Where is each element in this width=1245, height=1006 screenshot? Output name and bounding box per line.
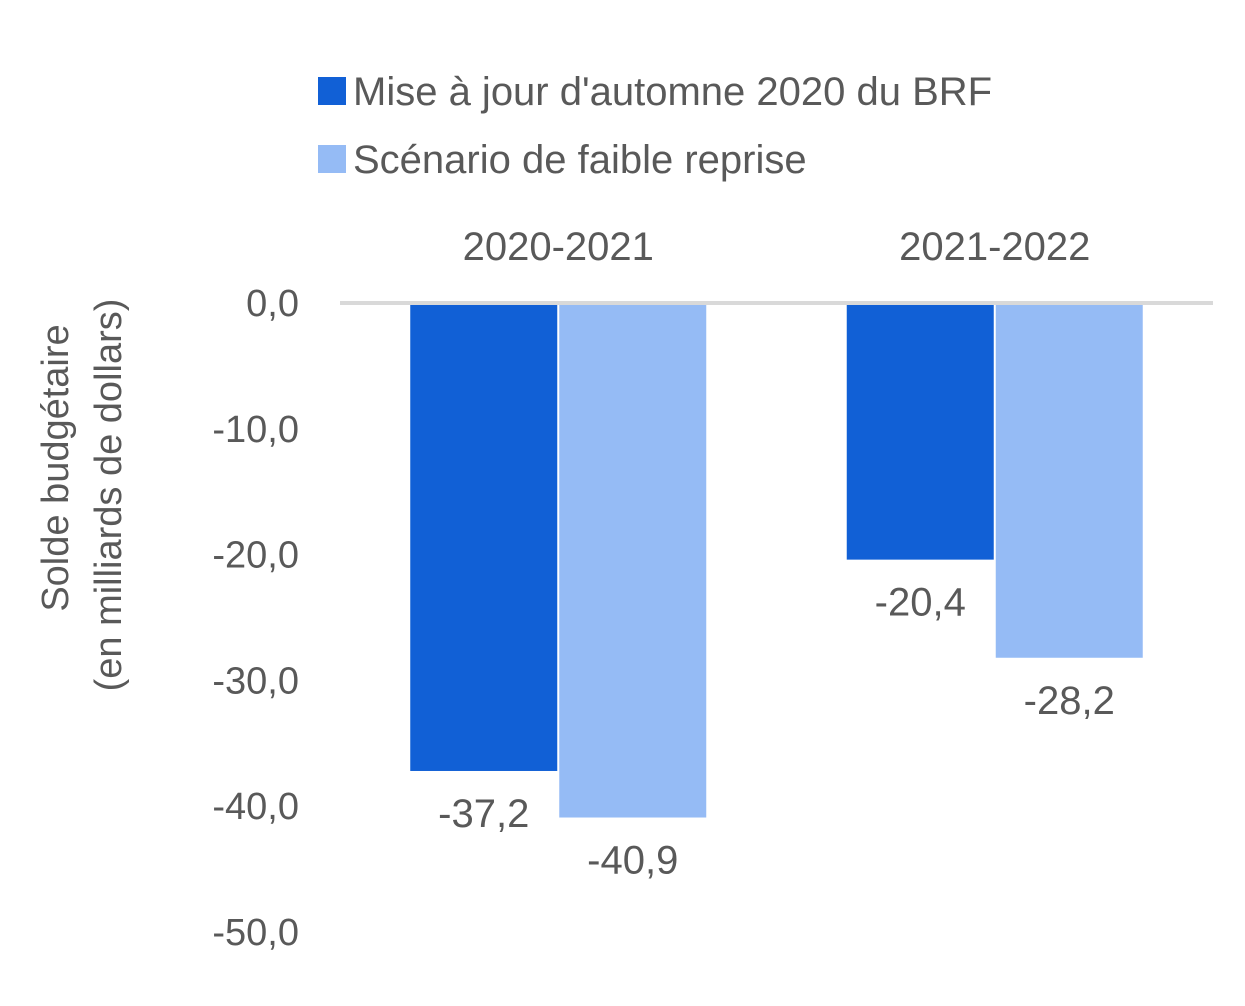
category-labels: 2020-2021 2021-2022 [463, 225, 1091, 269]
legend-label-series-1: Mise à jour d'automne 2020 du BRF [353, 70, 992, 114]
y-tick-label: -30,0 [212, 660, 299, 702]
y-tick-label: -50,0 [212, 912, 299, 954]
y-axis-title-line-1: Solde budgétaire [35, 324, 77, 611]
legend-swatch-series-2 [318, 145, 346, 173]
category-label: 2020-2021 [463, 225, 654, 269]
data-label: -40,9 [587, 839, 678, 883]
y-tick-label: -20,0 [212, 535, 299, 577]
bar [846, 303, 994, 560]
bar [995, 303, 1143, 658]
bars [410, 303, 1143, 818]
legend-label-series-2: Scénario de faible reprise [353, 138, 807, 182]
data-labels: -37,2 -40,9 -20,4 -28,2 [438, 581, 1115, 883]
data-label: -28,2 [1024, 679, 1115, 723]
y-axis-ticks: 0,0 -10,0 -20,0 -30,0 -40,0 -50,0 [212, 283, 299, 954]
y-axis-title-line-2: (en milliards de dollars) [88, 299, 130, 692]
y-tick-label: 0,0 [246, 283, 299, 325]
data-label: -37,2 [438, 792, 529, 836]
y-tick-label: -10,0 [212, 409, 299, 451]
data-label: -20,4 [875, 581, 966, 625]
legend-swatch-series-1 [318, 77, 346, 105]
legend: Mise à jour d'automne 2020 du BRF Scénar… [318, 70, 992, 182]
bar [410, 303, 558, 771]
category-label: 2021-2022 [899, 225, 1090, 269]
bar [559, 303, 707, 818]
y-axis-title: Solde budgétaire (en milliards de dollar… [35, 299, 130, 692]
y-tick-label: -40,0 [212, 786, 299, 828]
